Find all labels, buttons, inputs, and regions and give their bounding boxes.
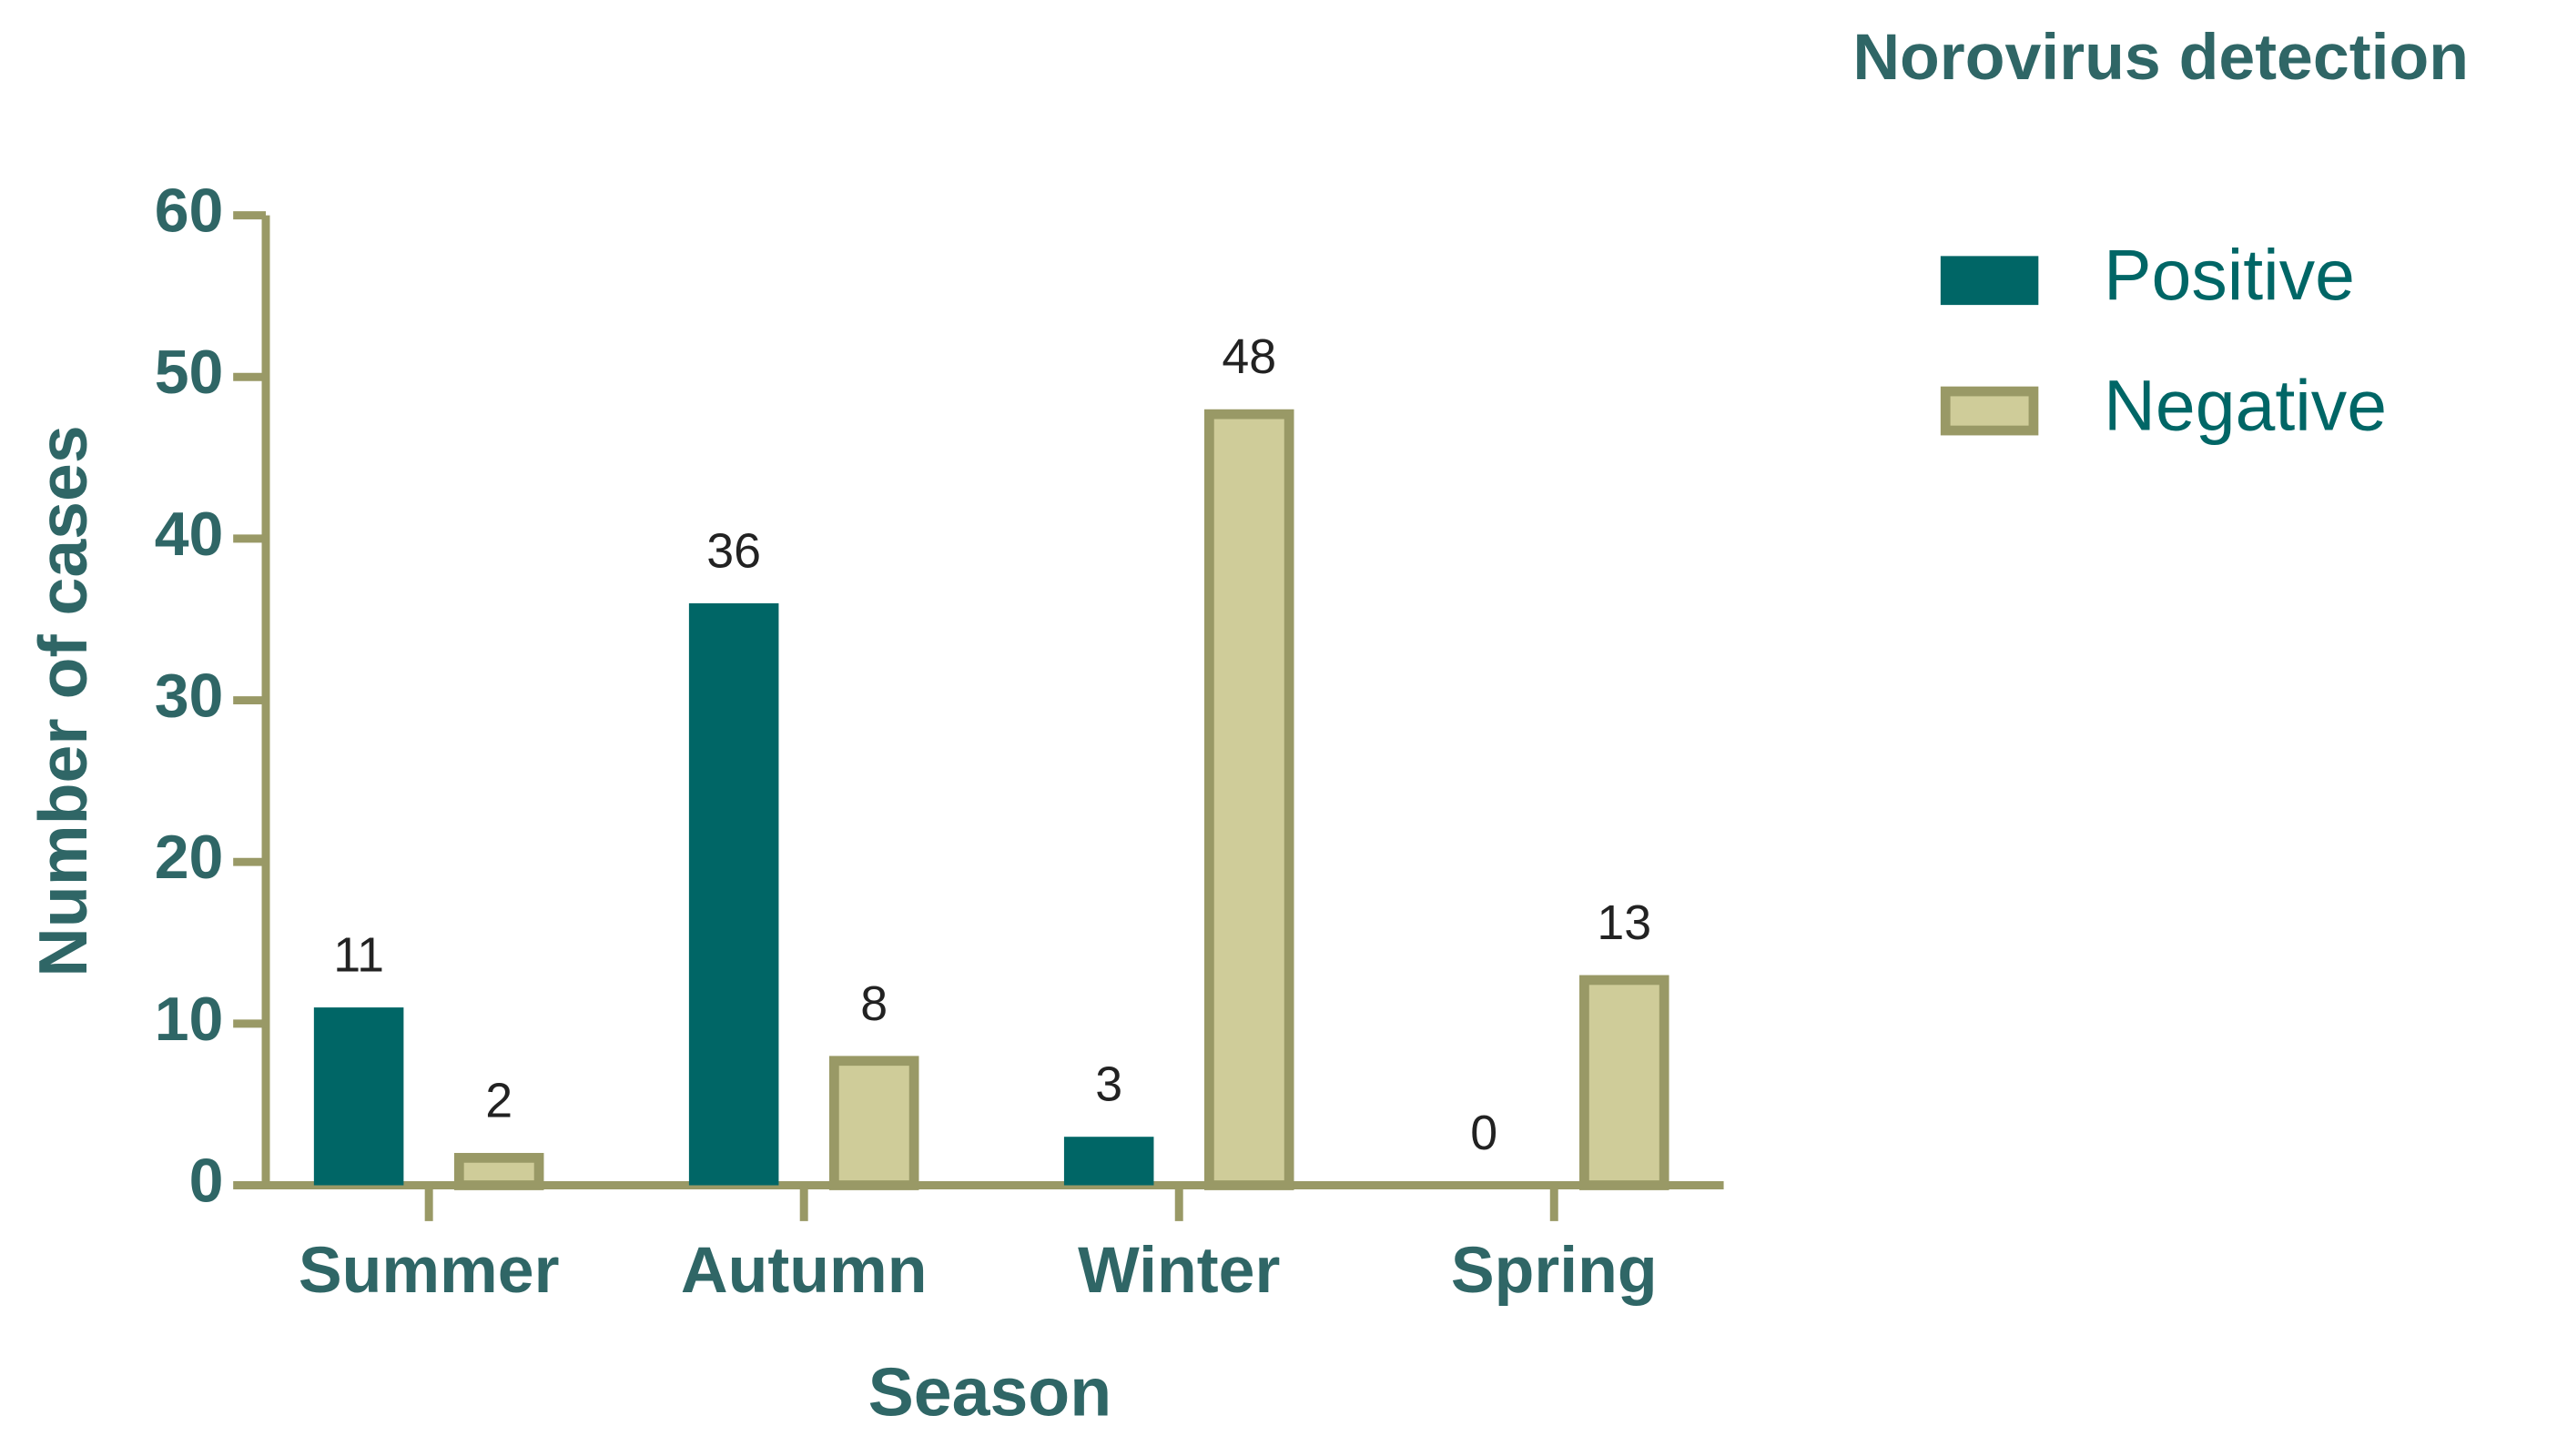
y-tick-label: 10	[155, 985, 224, 1054]
x-axis-label: Season	[868, 1353, 1112, 1430]
value-label: 8	[860, 976, 888, 1031]
value-label: 48	[1222, 329, 1276, 384]
y-tick-label: 50	[155, 338, 224, 407]
value-label: 13	[1597, 895, 1651, 950]
y-tick-label: 40	[155, 500, 224, 569]
legend-title: Norovirus detection	[1852, 21, 2469, 94]
y-tick-label: 20	[155, 823, 224, 892]
value-label: 11	[333, 928, 384, 983]
y-axis-label: Number of cases	[25, 425, 101, 976]
y-tick-label: 30	[155, 662, 224, 731]
x-tick-label: Winter	[1078, 1234, 1280, 1307]
x-tick-label: Spring	[1451, 1234, 1658, 1307]
x-tick-label: Autumn	[681, 1234, 928, 1307]
y-tick-label: 60	[155, 177, 224, 246]
legend-swatch	[1940, 386, 2039, 436]
legend-label: Negative	[2104, 365, 2387, 445]
y-tick-label: 0	[189, 1146, 224, 1215]
bar	[688, 602, 779, 1186]
value-label: 2	[485, 1073, 512, 1127]
x-tick-label: Summer	[299, 1234, 560, 1307]
value-label: 0	[1470, 1106, 1497, 1160]
bar	[828, 1056, 919, 1190]
value-label: 36	[706, 523, 761, 578]
bar	[1063, 1137, 1154, 1186]
bar	[453, 1152, 544, 1190]
bar	[313, 1007, 404, 1186]
legend-label: Positive	[2104, 235, 2355, 315]
bar	[1203, 409, 1294, 1190]
bar	[1579, 975, 1669, 1190]
value-label: 3	[1095, 1057, 1122, 1112]
legend-swatch	[1940, 256, 2039, 306]
